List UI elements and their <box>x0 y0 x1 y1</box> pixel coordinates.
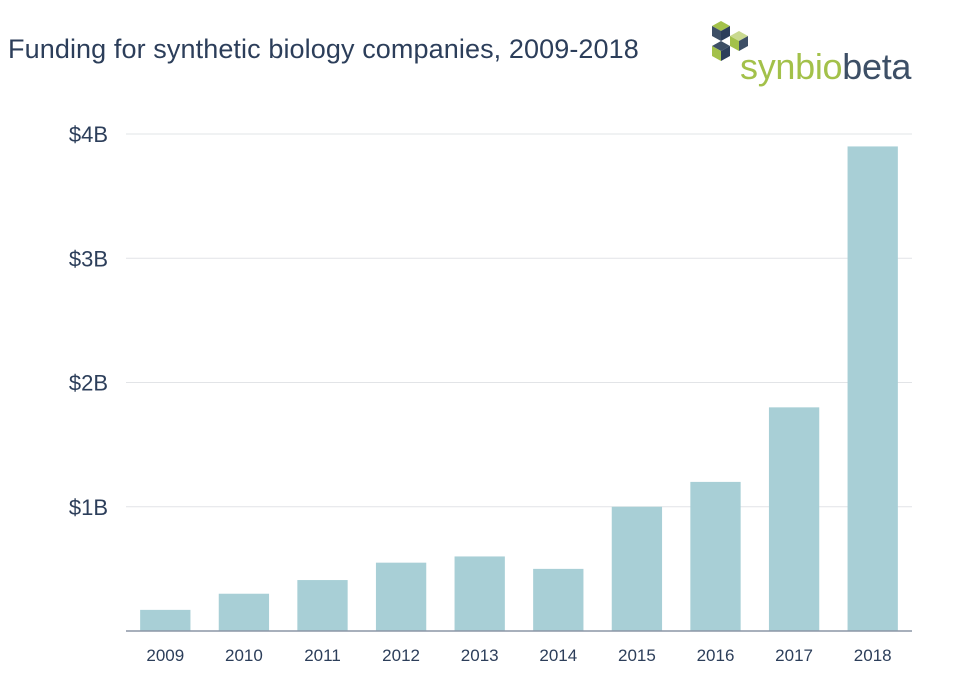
bar-2011 <box>297 580 348 631</box>
x-tick-label: 2016 <box>697 646 735 665</box>
logo-text-beta: beta <box>842 46 912 87</box>
chart-title: Funding for synthetic biology companies,… <box>8 34 639 64</box>
logo-text-synbio: synbio <box>740 46 843 87</box>
x-tick-label: 2015 <box>618 646 656 665</box>
x-axis-ticks: 2009 2010 2011 2012 2013 2014 2015 2016 2017 2018 <box>146 646 891 665</box>
bar-2015 <box>611 506 663 631</box>
bar-2013 <box>454 556 505 631</box>
bar-2018 <box>847 146 898 632</box>
x-tick-label: 2010 <box>225 646 263 665</box>
x-tick-label: 2017 <box>775 646 813 665</box>
x-tick-label: 2014 <box>539 646 577 665</box>
y-tick-label: $1B <box>69 495 108 520</box>
x-tick-label: 2011 <box>304 646 341 665</box>
bar-2017 <box>768 407 820 631</box>
logo-text: synbiobeta <box>740 46 911 88</box>
bar-2010 <box>218 593 270 631</box>
bar-2009 <box>140 609 191 631</box>
y-tick-label: $3B <box>69 246 108 271</box>
x-tick-label: 2009 <box>146 646 184 665</box>
y-tick-label: $4B <box>69 122 108 147</box>
logo-cube-icon <box>712 21 748 61</box>
y-axis-ticks: $1B $2B $3B $4B <box>69 122 108 520</box>
x-tick-label: 2012 <box>382 646 420 665</box>
bar-2016 <box>690 481 741 631</box>
bar-2012 <box>375 562 427 631</box>
bars <box>140 146 898 632</box>
y-tick-label: $2B <box>69 371 108 396</box>
x-tick-label: 2018 <box>854 646 892 665</box>
x-tick-label: 2013 <box>461 646 499 665</box>
bar-2014 <box>533 568 584 631</box>
synbiobeta-logo: synbiobeta <box>708 16 938 96</box>
